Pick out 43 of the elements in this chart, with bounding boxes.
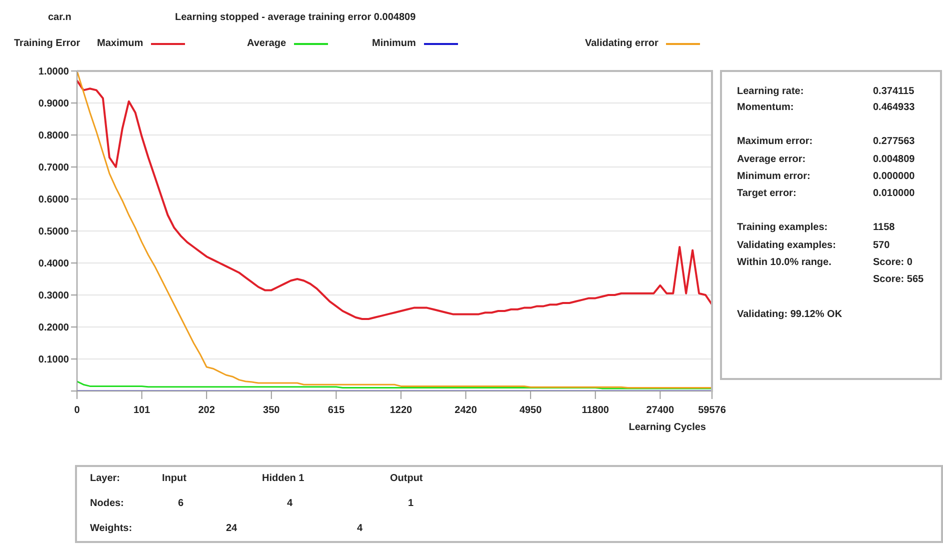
y-tick-label: 0.9000 [38,98,70,110]
text: Score: 565 [873,274,924,285]
y-tick-label: 0.4000 [38,258,70,270]
text: Maximum error: 0.277563 [737,136,915,147]
x-tick-label: 2420 [454,405,478,416]
chart-subtitle: car.n [48,12,72,23]
legend-title: Training Error [14,38,80,49]
legend-label: Minimum [372,38,416,49]
y-tick-label: 0.1000 [38,354,70,366]
x-tick-label: 350 [263,405,280,416]
x-tick-label: 202 [198,405,216,416]
chart-title: Learning stopped - average training error 0.004809 [175,12,416,23]
y-tick-label: 0.8000 [38,130,70,142]
x-tick-label: 11800 [582,405,610,416]
y-tick-label: 0.5000 [38,226,70,238]
x-tick-label: 615 [328,405,345,416]
x-tick-label: 101 [133,405,151,416]
y-tick-label: 0.3000 [38,290,70,302]
text: Target error: 0.010000 [737,188,915,199]
y-tick-label: 1.0000 [38,66,70,78]
text: Validating: 99.12% OK [737,309,842,320]
text: Within 10.0% range. Score: 0 [737,257,912,268]
x-tick-label: 4950 [519,405,542,416]
x-tick-label: 59576 [698,405,726,416]
x-axis-title: Learning Cycles [628,422,706,433]
text: Weights: 24 4 [90,523,363,534]
text: Average error: 0.004809 [737,154,915,165]
text: Layer: Input Hidden 1 Output [90,473,423,484]
x-tick-label: 27400 [646,405,675,416]
legend-label: Validating error [585,38,658,49]
legend-label: Average [247,38,286,49]
y-tick-label: 0.6000 [38,194,70,206]
text: Validating examples: 570 [737,240,890,251]
text: Nodes: 6 4 1 [90,498,414,509]
x-tick-label: 1220 [390,405,413,416]
text: Training examples: 1158 [737,222,895,233]
text: Learning rate: 0.374115 [737,86,914,97]
x-tick-label: 0 [74,405,80,416]
legend-label: Maximum [97,38,144,49]
y-tick-label: 0.2000 [38,322,70,334]
text: Momentum: 0.464933 [737,102,915,113]
y-tick-label: 0.7000 [38,162,70,174]
text: Minimum error: 0.000000 [737,171,915,182]
